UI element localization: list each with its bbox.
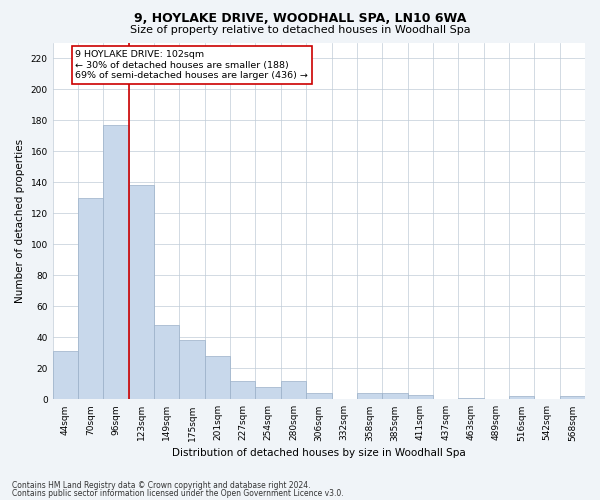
- Text: 9, HOYLAKE DRIVE, WOODHALL SPA, LN10 6WA: 9, HOYLAKE DRIVE, WOODHALL SPA, LN10 6WA: [134, 12, 466, 26]
- Bar: [205, 356, 230, 400]
- Bar: [230, 380, 256, 400]
- Bar: [281, 380, 306, 400]
- Bar: [382, 393, 407, 400]
- Text: 9 HOYLAKE DRIVE: 102sqm
← 30% of detached houses are smaller (188)
69% of semi-d: 9 HOYLAKE DRIVE: 102sqm ← 30% of detache…: [76, 50, 308, 80]
- Bar: [103, 124, 129, 400]
- Bar: [256, 387, 281, 400]
- Bar: [357, 393, 382, 400]
- Bar: [179, 340, 205, 400]
- Text: Size of property relative to detached houses in Woodhall Spa: Size of property relative to detached ho…: [130, 25, 470, 35]
- Bar: [509, 396, 535, 400]
- X-axis label: Distribution of detached houses by size in Woodhall Spa: Distribution of detached houses by size …: [172, 448, 466, 458]
- Bar: [78, 198, 103, 400]
- Bar: [306, 393, 332, 400]
- Bar: [53, 351, 78, 400]
- Bar: [154, 325, 179, 400]
- Bar: [560, 396, 585, 400]
- Y-axis label: Number of detached properties: Number of detached properties: [15, 139, 25, 303]
- Bar: [407, 394, 433, 400]
- Text: Contains public sector information licensed under the Open Government Licence v3: Contains public sector information licen…: [12, 488, 344, 498]
- Bar: [458, 398, 484, 400]
- Text: Contains HM Land Registry data © Crown copyright and database right 2024.: Contains HM Land Registry data © Crown c…: [12, 481, 311, 490]
- Bar: [129, 185, 154, 400]
